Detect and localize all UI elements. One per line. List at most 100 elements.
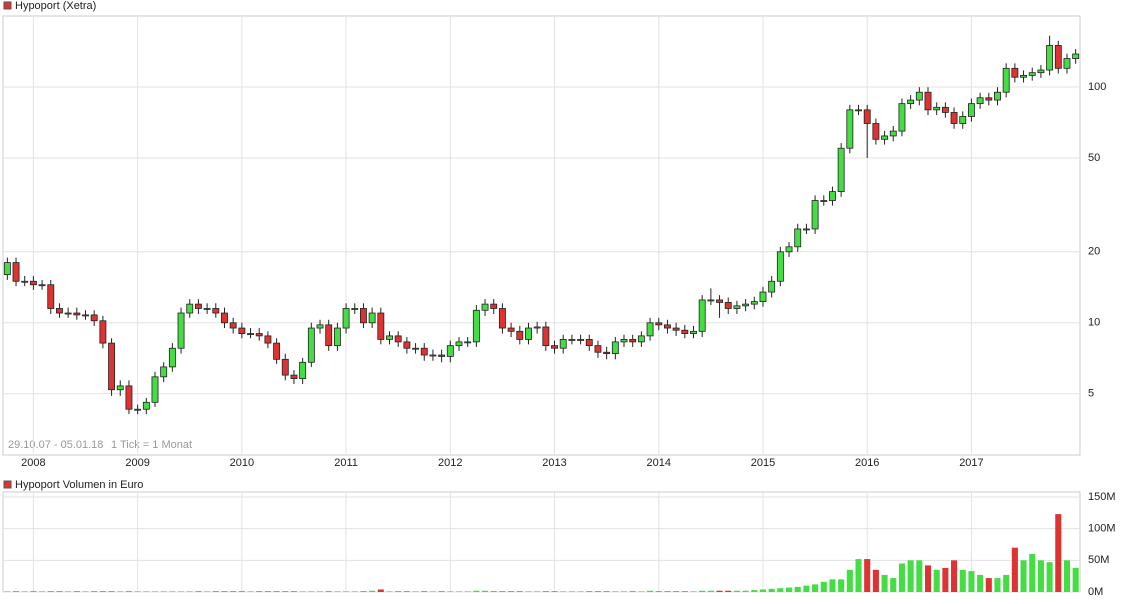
- volume-bar: [985, 578, 992, 592]
- volume-bar: [212, 591, 219, 592]
- candle-body: [464, 341, 472, 344]
- grid-layer: [3, 16, 1080, 593]
- candle-body: [281, 358, 289, 376]
- candle-body: [994, 91, 1001, 101]
- candle-body: [611, 341, 619, 355]
- volume-bar: [1020, 560, 1027, 592]
- volume-bar: [247, 591, 254, 592]
- candle-body: [811, 200, 819, 230]
- candle-body: [403, 341, 411, 349]
- volume-bar: [429, 591, 436, 592]
- candle-body: [750, 301, 758, 305]
- candle-body: [924, 91, 932, 111]
- volume-bar: [91, 591, 98, 592]
- candle-body: [429, 354, 437, 357]
- candle-body: [742, 303, 750, 307]
- candle-body: [325, 324, 333, 347]
- candle-body: [360, 308, 367, 324]
- volume-bar: [108, 591, 115, 592]
- volume-bar: [907, 560, 914, 592]
- volume-bar: [360, 591, 367, 592]
- volume-bar: [334, 591, 341, 592]
- y-tick-label: 10: [1088, 317, 1100, 329]
- volume-bar: [594, 591, 601, 592]
- candle-body: [438, 354, 446, 357]
- volume-bar: [577, 591, 584, 592]
- volume-bar: [586, 591, 593, 592]
- volume-bar: [803, 585, 810, 592]
- volume-bar: [238, 591, 245, 592]
- volume-bar: [178, 591, 185, 592]
- volume-bar: [316, 591, 324, 592]
- volume-bar: [1011, 547, 1018, 592]
- candle-body: [898, 103, 906, 132]
- volume-bar: [508, 591, 515, 592]
- candle-body: [307, 327, 315, 363]
- candle-body: [490, 303, 498, 309]
- x-tick-label: 2015: [751, 457, 775, 469]
- candle-body: [299, 361, 307, 379]
- volume-bar: [742, 590, 749, 592]
- volume-bar: [916, 560, 923, 592]
- candle-body: [238, 327, 246, 334]
- candle-body: [29, 280, 37, 286]
- candle-body: [82, 314, 89, 317]
- candle-body: [90, 314, 98, 322]
- volume-bar: [647, 590, 654, 592]
- candle-body: [412, 347, 420, 350]
- candle-body: [976, 97, 984, 105]
- candle-body: [3, 262, 11, 276]
- volume-bar: [968, 571, 975, 592]
- candle-body: [351, 308, 359, 310]
- volume-bar: [751, 590, 758, 592]
- candle-body: [394, 335, 402, 343]
- volume-bar: [794, 586, 801, 592]
- candle-body: [186, 303, 194, 314]
- volume-bar: [4, 591, 11, 592]
- y-tick-label: 100M: [1088, 523, 1116, 535]
- volume-bar: [65, 591, 72, 592]
- candle-body: [342, 308, 350, 329]
- volume-bar: [377, 589, 384, 592]
- candle-body: [290, 374, 298, 379]
- date-range: 29.10.07 - 05.01.18: [8, 439, 103, 451]
- volume-bar: [525, 591, 532, 592]
- candle-body: [985, 97, 993, 101]
- volume-bar: [412, 591, 419, 592]
- volume-bar: [1072, 567, 1079, 592]
- volume-bar: [160, 591, 167, 592]
- volume-bar: [1055, 514, 1062, 592]
- candle-body: [794, 228, 802, 248]
- y-tick-label: 50: [1088, 152, 1100, 164]
- volume-bar: [560, 591, 567, 592]
- volume-bar: [325, 591, 332, 592]
- volume-bar: [846, 569, 853, 592]
- volume-bar: [290, 591, 298, 592]
- candle-body: [533, 326, 541, 329]
- volume-bar: [221, 591, 228, 592]
- candle-body: [551, 345, 558, 349]
- x-tick-label: 2012: [438, 457, 462, 469]
- candle-body: [629, 339, 637, 343]
- candle-body: [967, 103, 975, 117]
- candle-body: [221, 312, 228, 324]
- candle-body: [837, 147, 845, 193]
- x-tick-label: 2013: [542, 457, 566, 469]
- volume-bar: [664, 591, 671, 592]
- volume-bar: [612, 591, 619, 592]
- candle-body: [99, 320, 107, 344]
- volume-title: Hypoport Volumen in Euro: [15, 479, 143, 491]
- candle-body: [194, 303, 202, 309]
- candle-body: [646, 322, 654, 337]
- candle-body: [142, 401, 150, 410]
- candle-body: [941, 106, 949, 113]
- candle-body: [56, 308, 63, 314]
- volume-bar: [351, 591, 358, 592]
- candle-body: [933, 106, 941, 111]
- volume-bar: [369, 590, 376, 592]
- volume-bar: [568, 591, 575, 592]
- candle-body: [559, 339, 567, 349]
- candle-body: [516, 330, 524, 340]
- chart-title: Hypoport (Xetra): [15, 0, 96, 12]
- candle-body: [585, 339, 593, 347]
